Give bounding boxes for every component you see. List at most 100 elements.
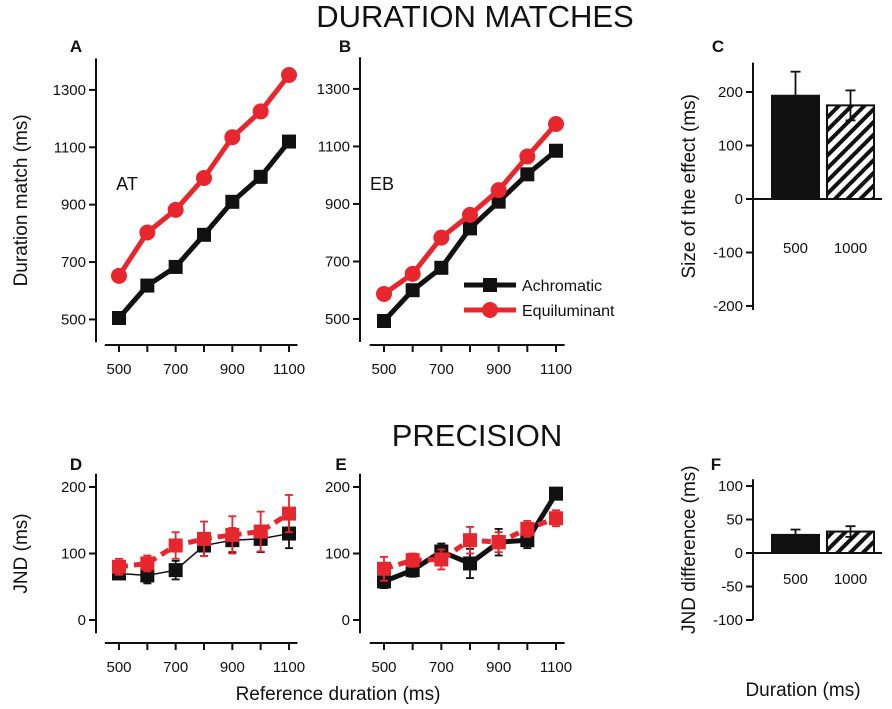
series-equiluminant: [376, 116, 564, 302]
data-point: [463, 533, 477, 548]
data-point: [377, 314, 391, 328]
data-point: [549, 511, 563, 526]
x-tick-label: 900: [220, 361, 245, 378]
section-title-precision: PRECISION: [392, 418, 563, 453]
data-point: [196, 169, 212, 186]
data-point: [491, 194, 506, 209]
section-title-duration-matches: DURATION MATCHES: [316, 0, 633, 34]
legend-marker: [482, 302, 498, 318]
y-tick-label: -200: [713, 298, 743, 315]
data-point: [463, 221, 477, 236]
category-label: 500: [783, 240, 808, 257]
data-point: [549, 486, 563, 501]
category-label: 1000: [834, 571, 867, 588]
y-tick-label: -100: [713, 612, 743, 629]
y-axis-label: JND difference (ms): [679, 465, 700, 634]
series-achromatic: [377, 143, 563, 328]
panel-label: C: [712, 37, 724, 56]
x-tick-label: 500: [106, 361, 131, 378]
data-point: [168, 538, 183, 553]
data-point: [520, 521, 535, 536]
panel-f-jnd-difference: F -100 -50 0 50 100 JND difference (ms) 500 1000: [679, 455, 882, 634]
x-tick-label: 700: [429, 361, 454, 378]
data-point: [405, 283, 420, 298]
series-equiluminant: [377, 509, 563, 582]
x-tick-label: 500: [106, 659, 131, 676]
data-point: [434, 260, 449, 275]
y-tick-label: 200: [61, 479, 86, 496]
data-point: [224, 129, 241, 146]
panel-label: F: [711, 455, 721, 474]
series-equiluminant: [112, 494, 296, 576]
y-tick-label: 0: [735, 191, 743, 208]
y-tick-label: 1300: [317, 81, 350, 98]
data-point: [519, 148, 536, 165]
y-tick-label: 900: [61, 197, 86, 214]
y-tick-label: 200: [325, 479, 350, 496]
x-tick-label: 700: [163, 659, 188, 676]
y-tick-label: 500: [325, 311, 350, 328]
x-tick-label: 700: [163, 361, 188, 378]
data-point: [167, 201, 184, 218]
panel-label: B: [339, 37, 351, 56]
shared-x-axis-label: Reference duration (ms): [236, 684, 441, 705]
panel-a-duration-matches-at: A AT 500 700 900 1100 1300 500 700 900 1100 Duratio…: [11, 37, 305, 378]
y-tick-label: 1300: [53, 82, 86, 99]
data-point: [463, 556, 477, 571]
y-tick-label: 1100: [54, 139, 86, 156]
legend: Achromatic Equiluminant: [464, 278, 615, 320]
data-point: [377, 561, 391, 576]
data-point: [112, 311, 126, 325]
x-tick-label: 1100: [540, 659, 572, 676]
legend-label: Achromatic: [522, 278, 602, 295]
y-tick-label: 0: [735, 545, 743, 562]
bars-x-axis-label: Duration (ms): [745, 680, 860, 701]
data-point: [140, 556, 155, 571]
x-tick-label: 700: [429, 659, 454, 676]
x-tick-label: 1100: [273, 659, 305, 676]
series-equiluminant: [111, 67, 297, 284]
data-point: [404, 265, 421, 282]
y-tick-label: -50: [721, 579, 743, 596]
x-tick-label: 900: [486, 659, 511, 676]
x-tick-label: 900: [486, 361, 511, 378]
data-point: [225, 527, 240, 542]
subject-label: EB: [370, 174, 394, 194]
panel-e-jnd-eb: E 0 100 200 500 700 900 1100: [325, 455, 572, 676]
data-point: [112, 559, 126, 574]
data-point: [168, 563, 183, 578]
y-tick-label: 200: [718, 84, 743, 101]
x-tick-label: 900: [220, 659, 245, 676]
y-tick-label: 700: [61, 254, 86, 271]
data-point: [491, 535, 506, 550]
y-axis-label: JND (ms): [11, 513, 32, 593]
subject-label: AT: [116, 174, 138, 194]
data-point: [490, 182, 507, 199]
data-point: [168, 259, 183, 274]
y-tick-label: 100: [325, 546, 350, 563]
legend-marker: [483, 278, 497, 292]
data-point: [140, 278, 155, 293]
y-tick-label: 700: [325, 253, 350, 270]
data-point: [549, 143, 563, 158]
data-point: [139, 224, 156, 241]
y-tick-label: 100: [61, 546, 86, 563]
data-point: [225, 194, 240, 209]
data-point: [282, 506, 296, 521]
x-tick-label: 1100: [540, 361, 572, 378]
y-tick-label: 500: [61, 311, 86, 328]
data-point: [197, 531, 211, 546]
panel-label: A: [70, 37, 82, 56]
y-tick-label: 0: [78, 612, 86, 629]
data-point: [252, 103, 269, 120]
x-tick-label: 500: [371, 659, 396, 676]
data-point: [282, 134, 296, 149]
data-point: [253, 524, 268, 539]
legend-label: Equiluminant: [522, 303, 615, 320]
y-axis-label: Duration match (ms): [11, 114, 32, 286]
data-point: [111, 267, 127, 284]
x-tick-label: 500: [371, 361, 396, 378]
category-label: 500: [783, 571, 808, 588]
data-point: [462, 206, 478, 223]
